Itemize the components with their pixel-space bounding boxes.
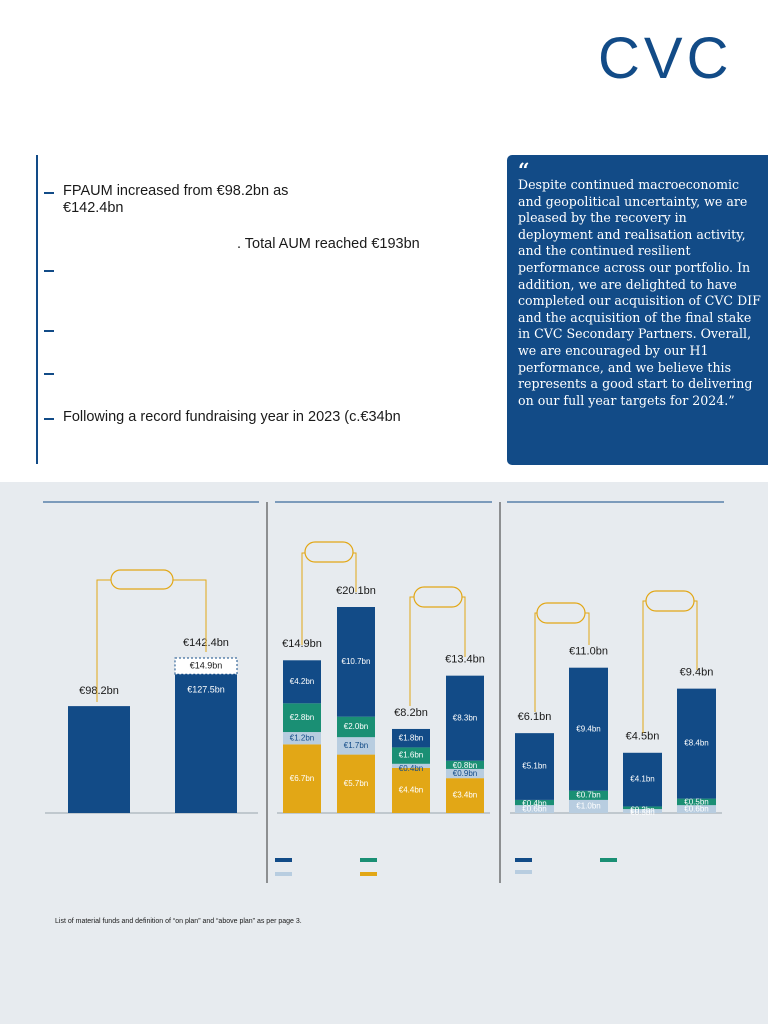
chart-2-legend-swatch (360, 858, 377, 862)
chart-2-bar-segment (392, 763, 430, 768)
chart-2-bar-segment (283, 744, 321, 813)
chart-3-bar-segment (515, 805, 554, 813)
chart-3-bar-segment (623, 752, 662, 807)
chart-2-bar-segment (446, 778, 484, 813)
chart-3-segment-label: €0.5bn (684, 798, 708, 807)
chart-2-segment-label: €2.0bn (344, 722, 368, 731)
bullet-1-line-1: FPAUM increased from €98.2bn as (63, 183, 289, 199)
chart-3-segment-label: €0.3bn (630, 808, 654, 817)
chart-3-segment-label: €8.4bn (684, 739, 708, 748)
chart-2-bar-segment (446, 760, 484, 769)
chart-2-segment-label: €1.6bn (399, 751, 423, 760)
chart-1-bar-label: €14.9bn (190, 660, 223, 670)
chart-2-segment-label: €6.7bn (290, 774, 314, 783)
chart-3-segment-label: €4.1bn (630, 775, 654, 784)
chart-3-segment-label: €0.6bn (522, 804, 546, 813)
chart-3-total-label: €6.1bn (518, 711, 552, 723)
chart-2-bar-segment (392, 728, 430, 748)
chart-3-bar-segment (515, 733, 554, 800)
chart-3-bar-segment (569, 799, 608, 813)
chart-3-segment-label: €0.6bn (684, 804, 708, 813)
chart-3-legend-swatch (515, 870, 532, 874)
chart-3-bar-segment (569, 667, 608, 791)
chart-2-segment-label: €0.9bn (453, 769, 477, 778)
chart-2-segment-label: €1.8bn (399, 733, 423, 742)
chart-3-segment-label: €0.7bn (576, 790, 600, 799)
bullet-5-text: Following a record fundraising year in 2… (63, 409, 401, 425)
chart-2-legend-swatch (360, 872, 377, 876)
chart-2-bracket-pill (304, 541, 354, 563)
cvc-logo: CVC (598, 26, 733, 91)
chart-2-bar-segment (392, 747, 430, 764)
bullet-dash (44, 418, 54, 420)
chart-1-bracket-pill (110, 569, 174, 590)
chart-2-bar-segment (446, 768, 484, 779)
chart-2-segment-label: €0.8bn (453, 761, 477, 770)
bullet-1-line-3: . Total AUM reached €193bn (237, 236, 420, 252)
chart-2-segment-label: €4.4bn (399, 786, 423, 795)
chart-2-segment-label: €3.4bn (453, 791, 477, 800)
chart-2-segment-label: €1.7bn (344, 741, 368, 750)
chart-3-segment-label: €9.4bn (576, 724, 600, 733)
chart-2-legend-swatch (275, 872, 292, 876)
chart-3-bar-segment (515, 799, 554, 806)
chart-3-bar-segment (623, 806, 662, 810)
chart-2-legend-swatch (275, 858, 292, 862)
chart-2-bar-segment (283, 703, 321, 733)
chart-1-total-label: €98.2bn (79, 685, 119, 697)
chart-3-segment-label: €0.4bn (522, 799, 546, 808)
chart-2-segment-label: €8.3bn (453, 713, 477, 722)
chart-2-bar-segment (337, 716, 375, 738)
chart-2-total-label: €8.2bn (394, 707, 428, 719)
chart-3-legend-swatch (515, 858, 532, 862)
bullet-dash (44, 192, 54, 194)
chart-3-segment-label: €0.2bn (630, 806, 654, 815)
chart-2-segment-label: €0.4bn (399, 764, 423, 773)
charts-svg: €98.2bn €127.5bn€14.9bn€142.4bn€6.7bn€1.2… (43, 501, 724, 883)
chart-2-segment-label: €1.2bn (290, 733, 314, 742)
chart-1-bar-label: €127.5bn (187, 685, 225, 695)
chart-3-segment-label: €1.0bn (576, 802, 600, 811)
chart-3-bracket-pill (536, 602, 586, 624)
chart-1-bar (175, 674, 237, 813)
chart-2-total-label: €13.4bn (445, 654, 485, 666)
chart-2-segment-label: €10.7bn (342, 657, 371, 666)
chart-3-legend-swatch (600, 858, 617, 862)
quote-mark-icon: “ (518, 158, 530, 182)
chart-3-bar-segment (623, 809, 662, 813)
bullet-dash (44, 330, 54, 332)
chart-3-bracket-pill (645, 590, 695, 612)
chart-1-bar-dashed (174, 657, 238, 675)
quote-box: “ Despite continued macroeconomic and ge… (507, 155, 768, 465)
quote-text: Despite continued macroeconomic and geop… (518, 177, 761, 408)
chart-1-bar (68, 706, 130, 813)
chart-3-total-label: €9.4bn (680, 667, 714, 679)
chart-2-segment-label: €5.7bn (344, 779, 368, 788)
bullet-dash (44, 270, 54, 272)
chart-2-bar-segment (337, 607, 375, 717)
chart-2-bar-segment (337, 737, 375, 755)
chart-2-bar-segment (283, 732, 321, 745)
chart-3-bar-segment (677, 798, 716, 806)
chart-2-bar-segment (446, 675, 484, 761)
chart-2-segment-label: €4.2bn (290, 677, 314, 686)
chart-3-segment-label: €5.1bn (522, 762, 546, 771)
bullet-dash (44, 373, 54, 375)
chart-3-bar-segment (677, 805, 716, 813)
chart-3-total-label: €4.5bn (626, 731, 660, 743)
chart-2-bar-segment (392, 767, 430, 813)
chart-3-bar-segment (677, 688, 716, 799)
chart-2-bracket-pill (413, 586, 463, 608)
chart-2-segment-label: €2.8bn (290, 713, 314, 722)
chart-3-bar-segment (569, 790, 608, 800)
bullet-1-line-2: €142.4bn (63, 200, 124, 216)
text-column-rule (36, 155, 38, 464)
chart-2-bar-segment (283, 660, 321, 704)
chart-3-total-label: €11.0bn (569, 646, 608, 658)
chart-2-bar-segment (337, 754, 375, 813)
footnote: List of material funds and definition of… (55, 918, 302, 925)
